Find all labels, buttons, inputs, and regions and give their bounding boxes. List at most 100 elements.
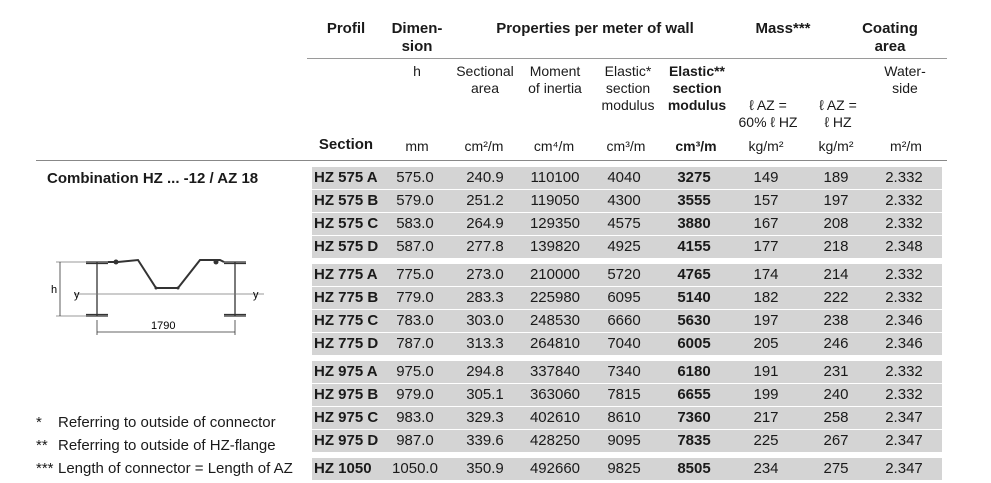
combination-title: Combination HZ ... -12 / AZ 18 <box>47 170 259 187</box>
table-row <box>312 213 942 235</box>
value-cell: 225980 <box>529 289 581 306</box>
unit-kg1: kg/m² <box>748 138 784 154</box>
section-name-cell: HZ 575 A <box>314 169 378 186</box>
value-cell: 258 <box>823 409 849 426</box>
header-dimension: Dimen- sion <box>391 20 443 55</box>
value-cell: 492660 <box>529 460 581 477</box>
footnote-text: Referring to outside of HZ-flange <box>58 437 276 454</box>
value-cell: 787.0 <box>396 335 434 352</box>
footnote-text: Referring to outside of connector <box>58 414 276 431</box>
table-row <box>312 310 942 332</box>
value-cell: 2.332 <box>885 363 923 380</box>
footnote-3: *** Length of connector = Length of AZ <box>36 459 293 479</box>
value-cell: 157 <box>753 192 779 209</box>
diagram-y-right: y <box>253 289 259 301</box>
value-cell: 217 <box>753 409 779 426</box>
value-cell: 199 <box>753 386 779 403</box>
unit-mod2: cm³/m <box>675 138 717 154</box>
value-cell: 313.3 <box>466 335 504 352</box>
value-cell: 9095 <box>607 432 641 449</box>
section-name-cell: HZ 575 B <box>314 192 379 209</box>
value-cell: 337840 <box>529 363 581 380</box>
footnote-1: * Referring to outside of connector <box>36 413 276 433</box>
value-cell: 167 <box>753 215 779 232</box>
subheader-waterside: Water- side <box>884 63 926 96</box>
header-mass: Mass*** <box>755 20 811 37</box>
value-cell: 248530 <box>529 312 581 329</box>
value-cell: 9825 <box>607 460 641 477</box>
table-row <box>312 167 942 189</box>
table-row <box>312 430 942 452</box>
value-cell: 246 <box>823 335 849 352</box>
value-cell: 197 <box>823 192 849 209</box>
value-cell: 177 <box>753 238 779 255</box>
unit-area: cm²/m <box>464 138 504 154</box>
diagram-h-label: h <box>51 284 57 296</box>
header-profil: Profil <box>326 20 366 37</box>
value-cell: 2.332 <box>885 215 923 232</box>
value-cell: 2.346 <box>885 312 923 329</box>
value-cell: 240.9 <box>466 169 504 186</box>
section-name-cell: HZ 1050 <box>314 460 372 477</box>
value-cell: 3880 <box>677 215 711 232</box>
section-name-cell: HZ 775 B <box>314 289 379 306</box>
value-cell: 119050 <box>530 192 580 209</box>
value-cell: 2.332 <box>885 266 923 283</box>
value-cell: 110100 <box>530 169 580 186</box>
footnote-mark: ** <box>36 437 48 454</box>
section-name-cell: HZ 575 D <box>314 238 379 255</box>
subheader-sectional-area: Sectional area <box>456 63 514 96</box>
value-cell: 4155 <box>677 238 711 255</box>
value-cell: 218 <box>823 238 849 255</box>
value-cell: 305.1 <box>466 386 504 403</box>
value-cell: 775.0 <box>396 266 434 283</box>
value-cell: 275 <box>823 460 849 477</box>
table-row <box>312 333 942 355</box>
value-cell: 2.346 <box>885 335 923 352</box>
value-cell: 222 <box>823 289 849 306</box>
table-row <box>312 407 942 429</box>
value-cell: 277.8 <box>466 238 504 255</box>
value-cell: 139820 <box>529 238 581 255</box>
value-cell: 579.0 <box>396 192 434 209</box>
unit-mod1: cm³/m <box>606 138 646 154</box>
table-row <box>312 190 942 212</box>
value-cell: 979.0 <box>396 386 434 403</box>
subheader-h: h <box>413 63 421 79</box>
value-cell: 350.9 <box>466 460 504 477</box>
value-cell: 4040 <box>607 169 641 186</box>
value-cell: 251.2 <box>466 192 504 209</box>
subheader-mass-60: ℓ AZ = 60% ℓ HZ <box>738 97 798 130</box>
section-name-cell: HZ 575 C <box>314 215 379 232</box>
section-name-cell: HZ 775 C <box>314 312 379 329</box>
value-cell: 5630 <box>677 312 711 329</box>
diagram-dim-label: 1790 <box>151 320 175 332</box>
value-cell: 7040 <box>607 335 641 352</box>
value-cell: 363060 <box>529 386 581 403</box>
value-cell: 783.0 <box>396 312 434 329</box>
unit-kg2: kg/m² <box>818 138 854 154</box>
value-cell: 587.0 <box>396 238 434 255</box>
value-cell: 2.347 <box>885 409 923 426</box>
value-cell: 189 <box>823 169 849 186</box>
value-cell: 339.6 <box>466 432 504 449</box>
value-cell: 6660 <box>607 312 641 329</box>
value-cell: 2.332 <box>885 169 923 186</box>
value-cell: 240 <box>823 386 849 403</box>
value-cell: 2.347 <box>885 460 923 477</box>
value-cell: 208 <box>823 215 849 232</box>
subheader-moment: Moment of inertia <box>528 63 582 96</box>
value-cell: 2.332 <box>885 289 923 306</box>
value-cell: 7360 <box>677 409 711 426</box>
value-cell: 4300 <box>607 192 641 209</box>
diagram-y-left: y <box>74 289 80 301</box>
unit-mm: mm <box>405 138 429 154</box>
value-cell: 575.0 <box>396 169 434 186</box>
value-cell: 4575 <box>607 215 641 232</box>
value-cell: 231 <box>823 363 849 380</box>
value-cell: 6180 <box>677 363 711 380</box>
value-cell: 238 <box>823 312 849 329</box>
value-cell: 197 <box>753 312 779 329</box>
table-row <box>312 287 942 309</box>
value-cell: 3275 <box>677 169 711 186</box>
